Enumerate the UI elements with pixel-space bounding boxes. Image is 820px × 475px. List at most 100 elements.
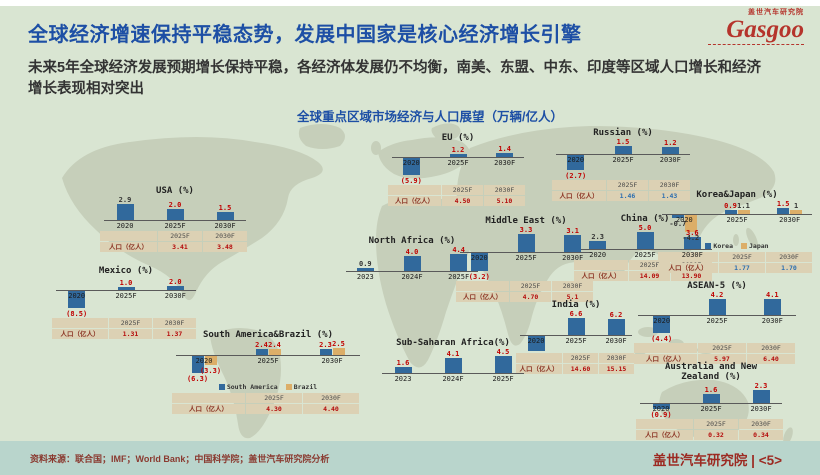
table-value-cell: 1.70 [766, 263, 812, 273]
bar-value-label: 1.5 [776, 200, 790, 208]
legend-label: South America [226, 382, 278, 391]
tick-label: 2023 [356, 273, 374, 281]
bar [166, 209, 184, 220]
table-row-label: 人口（亿人） [516, 364, 562, 374]
chart-title: Russian (%) [593, 128, 653, 138]
tick-label: 2020 [652, 405, 670, 413]
plot-area: 2020 2025F 6.6 2030F 6.2 [516, 310, 636, 351]
chart-title: ASEAN-5 (%) [687, 281, 747, 291]
summary-paragraph: 未来5年全球经济发展预期增长保持平稳，各经济体发展仍不均衡，南美、东盟、中东、印… [28, 60, 762, 98]
x-axis [392, 157, 524, 158]
tick-label: 2030F [321, 357, 343, 365]
blue-swatch [218, 383, 225, 390]
table-corner-cell [100, 231, 157, 241]
plot-area: 2020 (2.7) 2025F 1.5 2030F 1.2 [552, 138, 694, 180]
table-value-cell: 5.97 [698, 354, 746, 364]
tick-label: 2020 [675, 216, 693, 224]
bar-value-label: 2.3 [319, 341, 332, 349]
plot-area: 2020 (6.3) (3.3) 2025F 2.4 2.4 2030F 2.3 2.5 [172, 340, 364, 383]
tick-label: 2020 [589, 251, 607, 259]
bar-value-label: 4.1 [446, 350, 460, 358]
table-header-cell: 2030F [484, 185, 525, 195]
tick-label: 2023 [394, 375, 412, 383]
gasgoo-logo: 盖世汽车研究院 Gasgoo [672, 7, 804, 53]
blue-swatch [705, 242, 712, 249]
table-corner-cell [574, 260, 628, 270]
table-row-label: 人口（亿人） [52, 329, 108, 339]
bar-value-label: 1.6 [396, 359, 410, 367]
legend-label: Japan [749, 241, 769, 250]
bar [589, 241, 607, 249]
table-header-cell: 2025F [719, 252, 765, 262]
island-japan [746, 227, 758, 249]
tick-label: 2030F [164, 292, 186, 300]
bar-value-label: 2.0 [169, 278, 182, 286]
continent-europe [378, 137, 470, 179]
table-header-cell: 2025F [442, 185, 483, 195]
bar-value-label: (3.3) [199, 367, 222, 375]
legend-item-japan: Japan [741, 242, 769, 250]
table-row-label: 人口（亿人） [574, 271, 628, 281]
tick-label: 2025F [515, 254, 537, 262]
region-scandinavia [431, 123, 461, 140]
table-value-cell: 4.30 [246, 404, 302, 414]
chart-south-america-brazil: South America&Brazil (%) 2020 (6.3) (3.3) 20… [172, 330, 364, 414]
legend-item-korea: Korea [705, 242, 733, 250]
table-corner-cell [388, 185, 441, 195]
source-note: 资料来源：联合国；IMF；World Bank；中国科学院；盖世汽车研究院分析 [30, 454, 330, 464]
table-value-cell: 0.34 [739, 430, 783, 440]
bar [166, 286, 184, 290]
table-value-cell: 4.70 [510, 292, 551, 302]
x-axis [176, 355, 360, 356]
tick-label: 2020 [116, 222, 134, 230]
bar-value-label: 2.3 [754, 382, 768, 390]
bar-value-label: 4.5 [496, 348, 510, 356]
island-sumatra [638, 327, 658, 337]
bar [702, 394, 720, 403]
tick-label: 2025F [164, 222, 186, 230]
tick-label: 2020 [470, 254, 488, 262]
x-axis [638, 315, 796, 316]
chart-mexico: Mexico (%) 2020 (8.5) 2025F 1.0 2030F 2.0 2025F… [52, 266, 200, 339]
legend: Korea Japan [658, 241, 816, 250]
tick-label: 2020 [68, 292, 86, 300]
chart-title: Australia and New [664, 362, 758, 372]
plot-area: 2020 (5.9) 2025F 1.2 2030F 1.4 [388, 143, 528, 185]
bar [204, 356, 217, 365]
bar-value-label: 2.9 [118, 196, 132, 204]
chart-australia-new-zealand: Australia and New Zealand (%) 2020 (0.9) 202… [636, 362, 786, 440]
bar-value-label: 3.1 [566, 227, 579, 235]
chart-title: EU (%) [441, 133, 475, 143]
chart-title: Mexico (%) [98, 266, 154, 276]
footer-band: 资料来源：联合国；IMF；World Bank；中国科学院；盖世汽车研究院分析 … [0, 441, 820, 475]
plot-area: 2020 (4.4) 2025F 4.2 2030F 4.1 [634, 291, 800, 343]
bar [636, 232, 654, 249]
table-corner-cell [172, 393, 245, 403]
population-table: 2025F 2030F 人口（亿人） 5.97 6.40 [634, 343, 800, 364]
tick-label: 2025F [115, 292, 137, 300]
logo-underline [708, 44, 804, 45]
table-value-cell: 5.10 [484, 196, 525, 206]
logo-mini-text: 盖世汽车研究院 [748, 9, 804, 16]
plot-area: 2023 0.9 2024F 4.0 2025F 4.4 [342, 246, 482, 281]
region-korea [733, 234, 739, 246]
page-number: <5> [758, 453, 782, 468]
bar [268, 349, 281, 355]
chart-title: China (%) [620, 214, 670, 224]
table-header-cell: 2030F [203, 231, 247, 241]
x-axis [640, 403, 782, 404]
chart-middle-east: Middle East (%) 2020 (3.2) 2025F 3.3 2030F 3.1… [456, 216, 596, 302]
table-corner-cell [552, 180, 606, 190]
bar [255, 349, 268, 355]
legend-item-south-america: South America [218, 382, 278, 391]
population-table: 2025F 2030F 人口（亿人） 1.31 1.37 [52, 318, 200, 339]
bar-value-label: (0.9) [650, 411, 672, 419]
bar [494, 356, 512, 373]
table-header-cell: 2025F [158, 231, 202, 241]
bar-value-label: (5.9) [400, 177, 422, 185]
tick-label: 2025F [448, 273, 470, 281]
table-value-cell: 4.40 [303, 404, 359, 414]
x-axis [56, 290, 196, 291]
chart-india: India (%) 2020 2025F 6.6 2030F 6.2 2025F 2030F 人… [516, 300, 636, 374]
table-value-cell: 14.60 [563, 364, 598, 374]
